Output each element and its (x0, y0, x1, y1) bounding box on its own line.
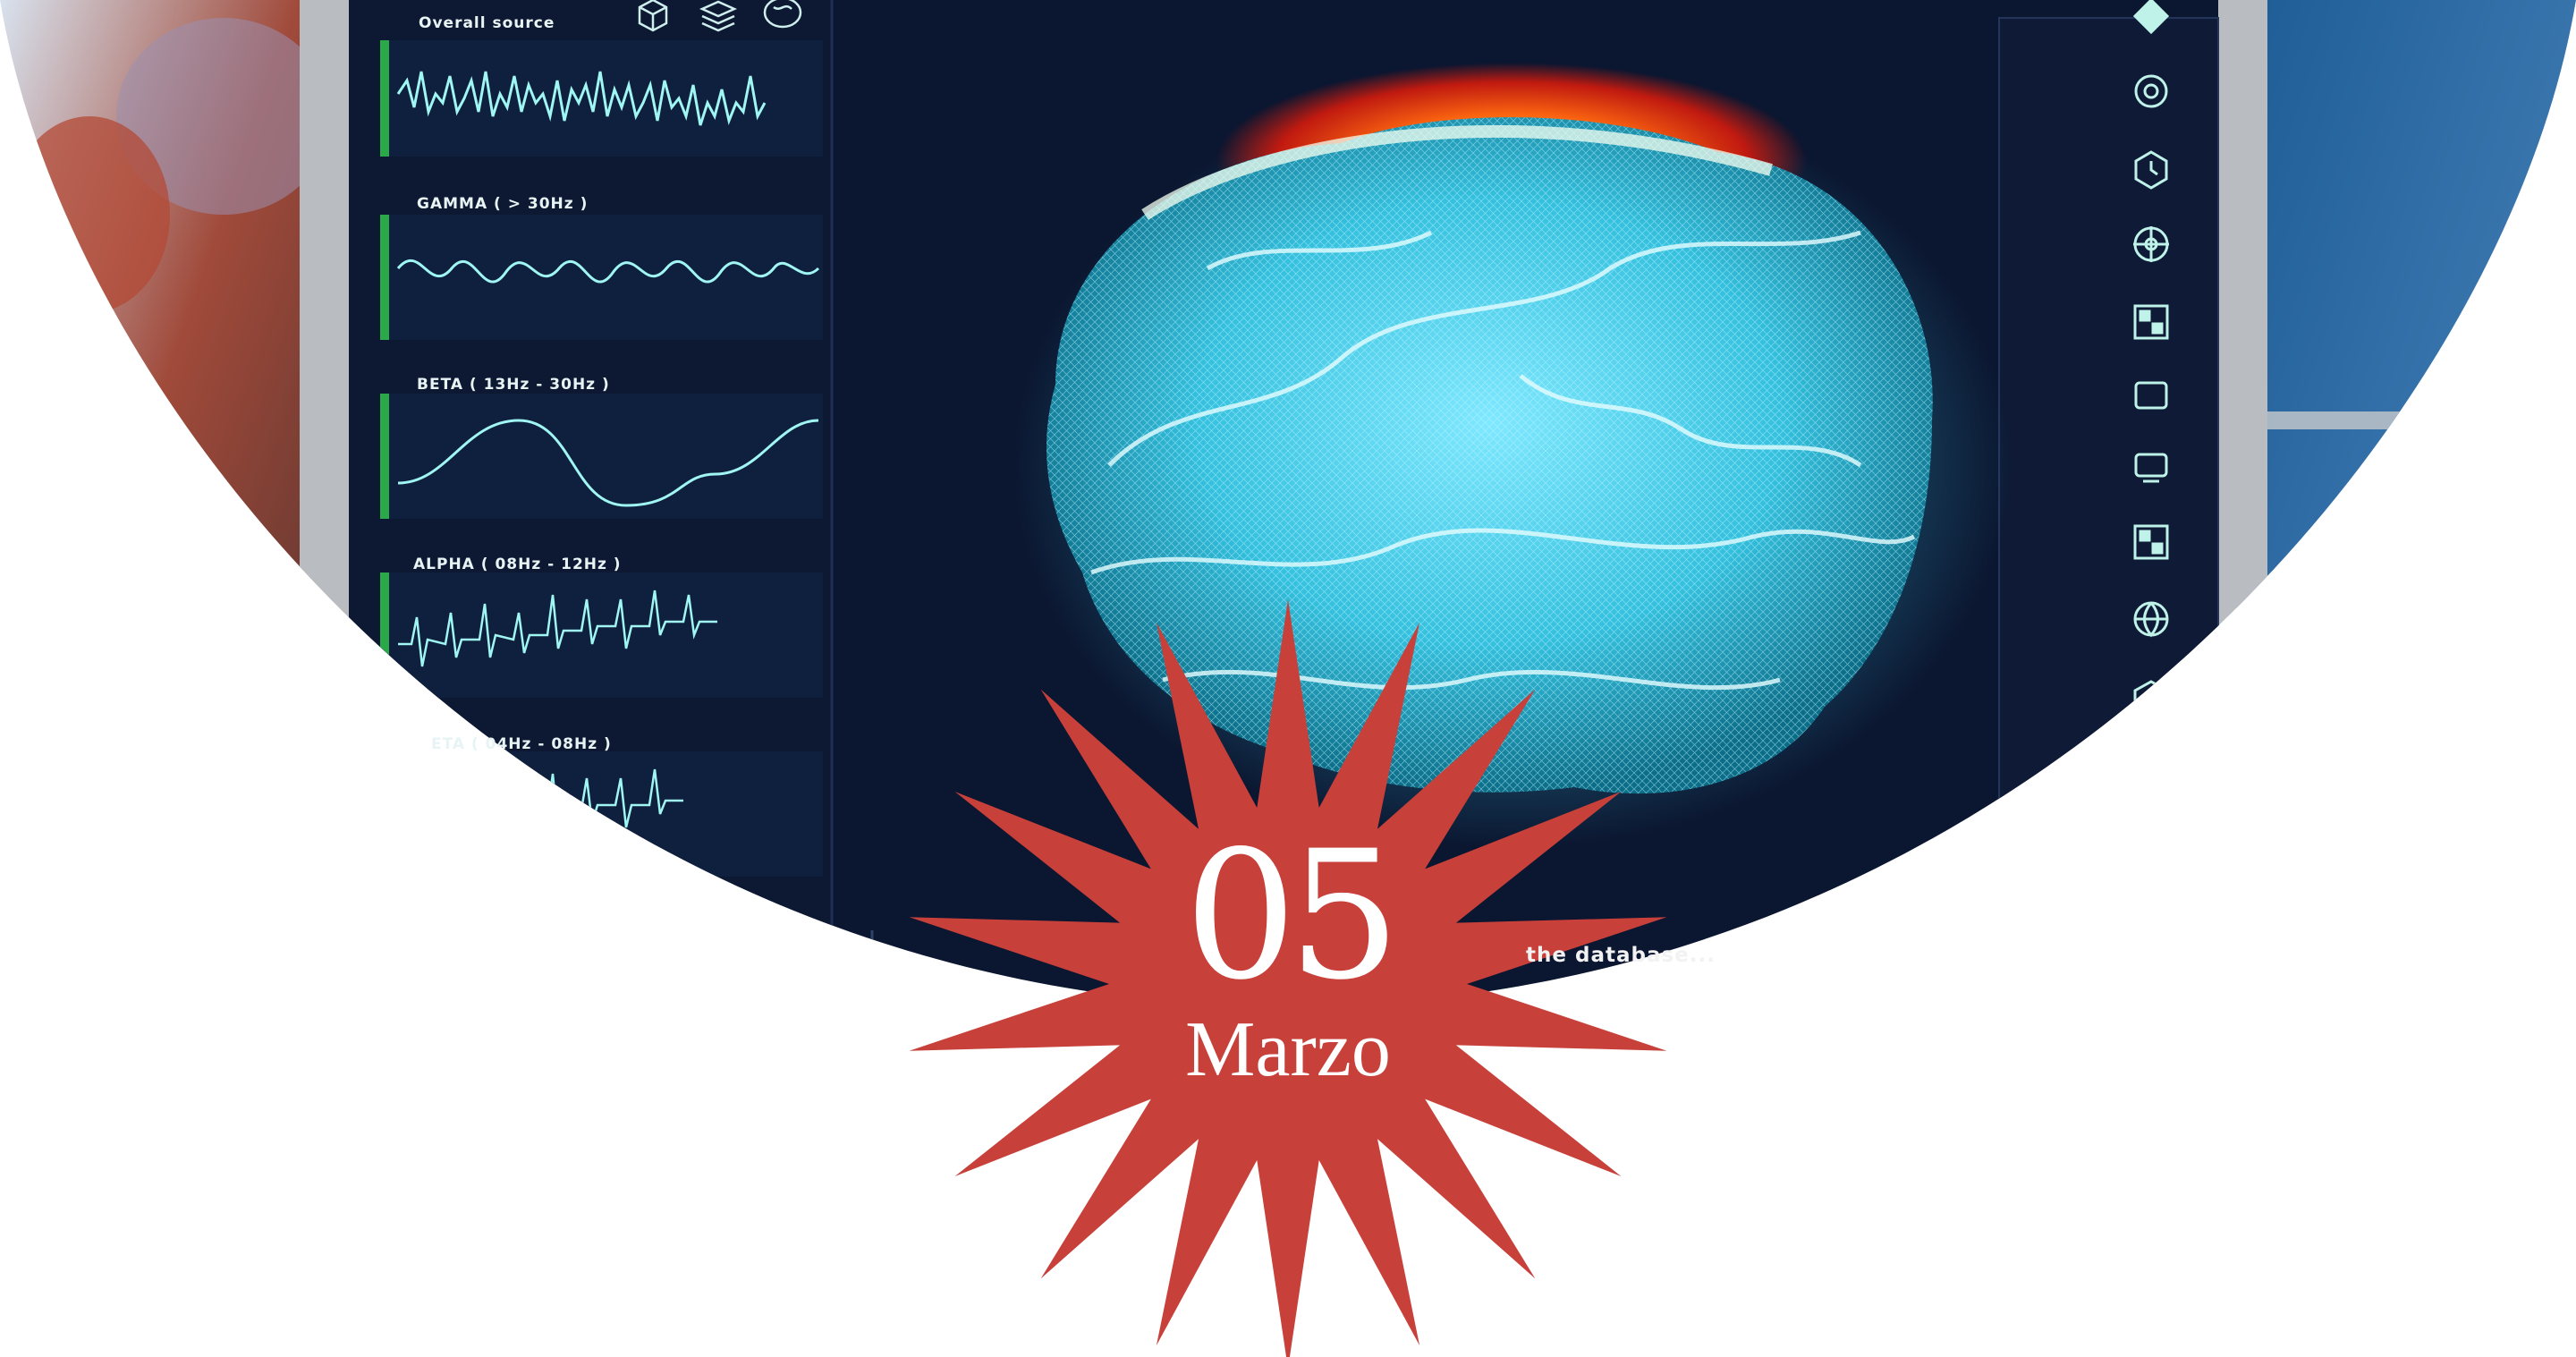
date-month: Marzo (1185, 1006, 1391, 1093)
layers-icon[interactable] (699, 0, 738, 32)
square-icon[interactable] (2134, 381, 2168, 410)
overall-wave (396, 71, 767, 126)
triangle-icon[interactable] (2133, 680, 2169, 719)
wave-label-theta: ETA ( 04Hz - 08Hz ) (431, 735, 612, 753)
alpha-wave (398, 589, 717, 667)
beta-wave (397, 419, 819, 507)
diamond-icon[interactable] (2132, 0, 2170, 35)
target-icon[interactable] (2133, 226, 2169, 262)
monitor-icon[interactable] (2134, 453, 2168, 483)
qr-icon[interactable] (2133, 304, 2169, 340)
panel-title: Overall source (419, 14, 555, 32)
qr-icon[interactable] (2133, 524, 2169, 560)
status-text: the database... (1526, 944, 1716, 967)
clock-hex-icon[interactable] (2134, 150, 2168, 190)
date-day: 05 (1184, 812, 1401, 1019)
cube-icon[interactable] (638, 0, 668, 32)
toolbar-icons (638, 0, 802, 32)
date-badge-starburst (909, 599, 1667, 1357)
wave-label-beta: BETA ( 13Hz - 30Hz ) (417, 376, 610, 394)
wave-label-alpha: ALPHA ( 08Hz - 12Hz ) (413, 556, 622, 573)
gear-hex-icon[interactable] (2134, 74, 2168, 108)
brain-outline-icon[interactable] (763, 0, 802, 29)
globe-icon[interactable] (2133, 601, 2169, 638)
brain-hologram (1011, 63, 2012, 850)
wave-label-gamma: GAMMA ( > 30Hz ) (417, 195, 589, 213)
gamma-wave (396, 259, 820, 284)
